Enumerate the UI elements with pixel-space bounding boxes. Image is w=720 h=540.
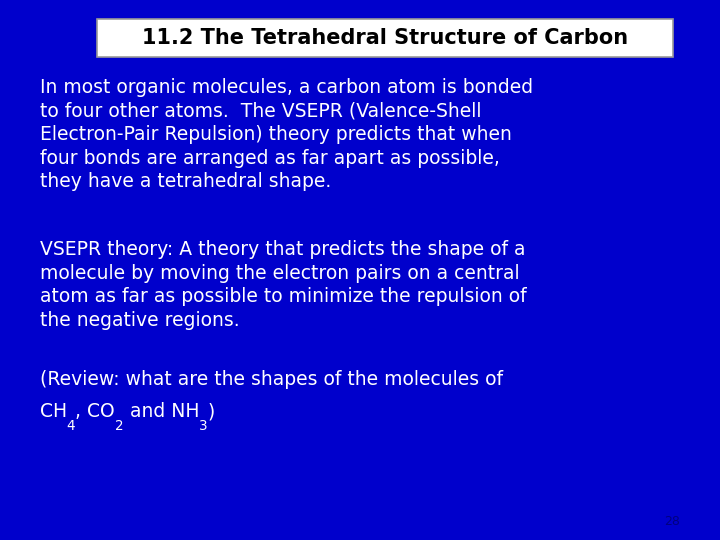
Text: , CO: , CO [76,402,115,421]
FancyBboxPatch shape [97,19,673,57]
Text: ): ) [208,402,215,421]
Text: 4: 4 [67,418,76,433]
Text: 28: 28 [665,515,680,528]
Text: 11.2 The Tetrahedral Structure of Carbon: 11.2 The Tetrahedral Structure of Carbon [142,28,629,48]
Text: (Review: what are the shapes of the molecules of: (Review: what are the shapes of the mole… [40,370,503,389]
Text: VSEPR theory: A theory that predicts the shape of a
molecule by moving the elect: VSEPR theory: A theory that predicts the… [40,240,526,330]
Text: In most organic molecules, a carbon atom is bonded
to four other atoms.  The VSE: In most organic molecules, a carbon atom… [40,78,533,191]
Text: CH: CH [40,402,67,421]
Text: 2: 2 [115,418,124,433]
Text: and NH: and NH [124,402,199,421]
Text: 3: 3 [199,418,208,433]
